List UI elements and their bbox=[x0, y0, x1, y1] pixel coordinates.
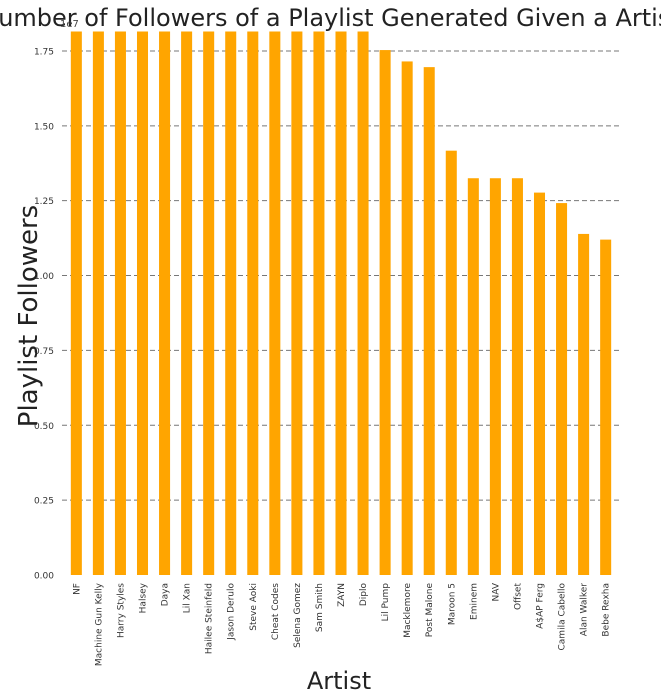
bar bbox=[600, 239, 612, 575]
bar bbox=[335, 31, 347, 575]
bars bbox=[70, 31, 612, 576]
bar bbox=[556, 203, 568, 576]
bar bbox=[379, 50, 391, 576]
x-tick-label: Maroon 5 bbox=[447, 583, 457, 625]
bar bbox=[489, 178, 501, 575]
y-tick-label: 1.00 bbox=[34, 272, 54, 282]
x-tick-label: Hailee Steinfeld bbox=[205, 583, 215, 654]
y-tick-label: 1.25 bbox=[34, 197, 54, 207]
x-tick-label: Eminem bbox=[469, 583, 479, 620]
chart-title: Number of Followers of a Playlist Genera… bbox=[0, 4, 661, 32]
bar bbox=[247, 31, 259, 575]
x-tick-label: Macklemore bbox=[403, 583, 413, 638]
x-tick-label: Daya bbox=[161, 583, 171, 606]
bar bbox=[181, 31, 193, 575]
bar bbox=[357, 31, 369, 575]
x-tick-label: Bebe Rexha bbox=[602, 583, 612, 637]
y-tick-label: 0.75 bbox=[34, 347, 54, 357]
x-axis-label: Artist bbox=[307, 667, 371, 695]
bar bbox=[467, 178, 479, 575]
bar bbox=[70, 31, 82, 575]
y-tick-label: 0.25 bbox=[34, 497, 54, 507]
bar bbox=[401, 61, 413, 575]
bar bbox=[533, 192, 546, 575]
x-tick-label: Post Malone bbox=[425, 583, 435, 638]
bar bbox=[578, 233, 590, 575]
x-tick-label: Sam Smith bbox=[315, 583, 325, 632]
bar bbox=[92, 31, 104, 575]
x-tick-label: Diplo bbox=[359, 583, 369, 607]
bar bbox=[225, 31, 237, 575]
bar bbox=[511, 178, 523, 575]
x-tick-label: Offset bbox=[513, 583, 523, 611]
y-tick-label: 1.50 bbox=[34, 122, 54, 132]
x-tick-label: NAV bbox=[491, 582, 501, 601]
bar bbox=[291, 31, 303, 575]
x-tick-label: Halsey bbox=[139, 582, 149, 613]
x-tick-label: A$AP Ferg bbox=[535, 583, 545, 629]
bar bbox=[423, 67, 435, 575]
x-tick-label: Machine Gun Kelly bbox=[94, 582, 104, 666]
x-tick-label: Lil Pump bbox=[381, 583, 391, 622]
bar bbox=[269, 31, 281, 575]
bar bbox=[114, 31, 126, 575]
y-tick-label: 0.50 bbox=[34, 422, 54, 432]
x-tick-label: Selena Gomez bbox=[293, 583, 303, 648]
grid-lines bbox=[62, 50, 620, 501]
x-tick-label: Harry Styles bbox=[116, 583, 126, 638]
x-tick-label: ZAYN bbox=[337, 583, 347, 607]
bar bbox=[313, 31, 325, 575]
y-axis-multiplier: 1e7 bbox=[60, 19, 79, 30]
bar bbox=[159, 31, 171, 575]
bar bbox=[445, 150, 457, 575]
x-tick-labels: NF Machine Gun Kelly Harry Styles Halsey Day… bbox=[72, 582, 611, 666]
bar bbox=[203, 31, 215, 575]
y-tick-labels: 0.00 0.25 0.50 0.75 1.00 1.25 1.50 1.75 bbox=[34, 47, 54, 581]
x-tick-label: NF bbox=[72, 583, 82, 595]
x-tick-label: Lil Xan bbox=[183, 583, 193, 613]
y-axis-label: Playlist Followers bbox=[14, 205, 44, 427]
y-tick-label: 0.00 bbox=[34, 572, 54, 582]
bar bbox=[136, 31, 149, 575]
x-tick-label: Cheat Codes bbox=[271, 583, 281, 640]
x-tick-label: Alan Walker bbox=[580, 583, 590, 637]
y-tick-label: 1.75 bbox=[34, 47, 54, 57]
x-tick-label: Jason Derulo bbox=[227, 583, 237, 641]
x-tick-label: Steve Aoki bbox=[249, 583, 259, 631]
x-tick-label: Camila Cabello bbox=[558, 583, 568, 651]
